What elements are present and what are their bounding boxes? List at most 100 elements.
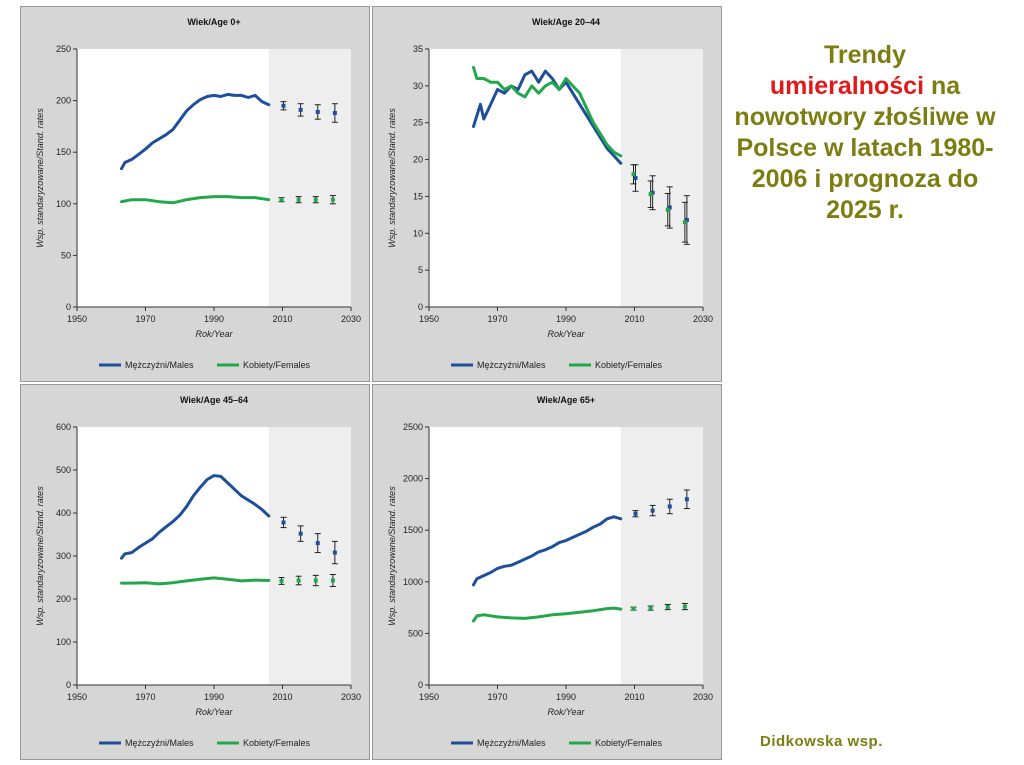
forecast-point xyxy=(281,103,286,108)
slide-headline: Trendy umieralności na nowotwory złośliw… xyxy=(730,40,1000,226)
chart-panel-age-45-64: Wiek/Age 45–64 0 100 200 300 400 500 600 1950 197… xyxy=(20,384,370,760)
y-tick-label: 500 xyxy=(56,465,71,475)
forecast-point xyxy=(665,207,670,212)
x-tick-label: 1950 xyxy=(419,692,439,702)
chart-title: Wiek/Age 45–64 xyxy=(180,395,248,405)
legend-label-males: Mężczyźni/Males xyxy=(125,738,194,748)
chart-panel-age-65-plus: Wiek/Age 65+ 0 500 1000 1500 2000 2500 1950 1970… xyxy=(372,384,722,760)
y-tick-label: 400 xyxy=(56,508,71,518)
chart-title: Wiek/Age 20–44 xyxy=(532,17,600,27)
legend-label-females: Kobiety/Females xyxy=(595,360,663,370)
x-tick-label: 1950 xyxy=(419,314,439,324)
y-tick-label: 1500 xyxy=(403,525,423,535)
forecast-point xyxy=(648,606,653,611)
chart-title: Wiek/Age 0+ xyxy=(187,17,240,27)
forecast-point xyxy=(315,541,320,546)
forecast-region xyxy=(268,427,351,685)
series-line xyxy=(120,92,271,171)
x-axis-label: Rok/Year xyxy=(547,707,585,717)
forecast-point xyxy=(633,511,638,516)
forecast-point xyxy=(298,107,303,112)
x-tick-label: 2010 xyxy=(272,314,292,324)
forecast-point xyxy=(684,218,689,223)
y-tick-label: 200 xyxy=(56,96,71,106)
legend-label-males: Mężczyźni/Males xyxy=(477,360,546,370)
series-line xyxy=(472,606,623,623)
y-tick-label: 2000 xyxy=(403,474,423,484)
y-axis-label: Wsp. standaryzowane/Stand. rates xyxy=(387,108,397,248)
forecast-point xyxy=(298,531,303,536)
x-tick-label: 1970 xyxy=(135,314,155,324)
y-tick-label: 35 xyxy=(413,44,423,54)
x-tick-label: 1990 xyxy=(204,692,224,702)
x-axis-label: Rok/Year xyxy=(195,707,233,717)
y-tick-label: 250 xyxy=(56,44,71,54)
y-axis-label: Wsp. standaryzowane/Stand. rates xyxy=(35,108,45,248)
headline-part1: Trendy xyxy=(824,41,906,69)
forecast-point xyxy=(313,578,318,583)
headline-part2: na nowotwory złośliwe w Polsce w latach … xyxy=(734,72,996,224)
forecast-region xyxy=(620,427,703,685)
x-tick-label: 1950 xyxy=(67,692,87,702)
x-tick-label: 2010 xyxy=(272,692,292,702)
forecast-point xyxy=(682,220,687,225)
y-tick-label: 100 xyxy=(56,637,71,647)
forecast-point xyxy=(332,110,337,115)
y-tick-label: 20 xyxy=(413,155,423,165)
legend-label-females: Kobiety/Females xyxy=(243,360,311,370)
forecast-point xyxy=(682,604,687,609)
forecast-point xyxy=(633,176,638,180)
headline-highlight: umieralności xyxy=(769,72,925,100)
x-tick-label: 1990 xyxy=(556,314,576,324)
forecast-point xyxy=(296,197,301,202)
forecast-point xyxy=(313,197,318,202)
x-tick-label: 1970 xyxy=(487,692,507,702)
x-tick-label: 2030 xyxy=(693,314,713,324)
y-tick-label: 0 xyxy=(66,302,71,312)
forecast-point xyxy=(330,578,335,583)
y-tick-label: 500 xyxy=(408,628,423,638)
forecast-point xyxy=(631,606,636,611)
x-tick-label: 2030 xyxy=(693,692,713,702)
y-tick-label: 0 xyxy=(418,680,423,690)
forecast-point xyxy=(315,109,320,114)
chart-title: Wiek/Age 65+ xyxy=(537,395,595,405)
x-axis-label: Rok/Year xyxy=(195,329,233,339)
forecast-point xyxy=(667,205,672,210)
forecast-point xyxy=(279,578,284,583)
forecast-point xyxy=(281,520,286,525)
y-axis-label: Wsp. standaryzowane/Stand. rates xyxy=(387,486,397,626)
legend-label-males: Mężczyźni/Males xyxy=(125,360,194,370)
chart-svg: Wiek/Age 0+ 0 50 100 150 200 250 1950 1970 1990 20… xyxy=(35,17,361,370)
y-tick-label: 2500 xyxy=(403,422,423,432)
chart-svg: Wiek/Age 65+ 0 500 1000 1500 2000 2500 1950 1970… xyxy=(387,395,713,748)
y-tick-label: 50 xyxy=(61,250,71,260)
legend-label-females: Kobiety/Females xyxy=(243,738,311,748)
y-tick-label: 0 xyxy=(66,680,71,690)
series-line xyxy=(120,195,271,205)
x-tick-label: 1950 xyxy=(67,314,87,324)
x-tick-label: 1970 xyxy=(135,692,155,702)
forecast-point xyxy=(665,605,670,610)
series-line xyxy=(120,576,271,586)
y-tick-label: 100 xyxy=(56,199,71,209)
x-tick-label: 1990 xyxy=(556,692,576,702)
y-tick-label: 600 xyxy=(56,422,71,432)
forecast-point xyxy=(650,508,655,513)
forecast-point xyxy=(684,497,689,502)
forecast-point xyxy=(279,197,284,202)
y-tick-label: 200 xyxy=(56,594,71,604)
forecast-point xyxy=(332,550,337,555)
x-tick-label: 2030 xyxy=(341,692,361,702)
y-tick-label: 1000 xyxy=(403,577,423,587)
x-tick-label: 1990 xyxy=(204,314,224,324)
forecast-point xyxy=(631,172,636,177)
series-line xyxy=(472,65,623,158)
y-tick-label: 15 xyxy=(413,191,423,201)
chart-svg: Wiek/Age 20–44 0 5 10 15 20 25 30 35 1950 1970 1990… xyxy=(387,17,713,370)
series-line xyxy=(472,515,623,587)
chart-svg: Wiek/Age 45–64 0 100 200 300 400 500 600 1950 197… xyxy=(35,395,361,748)
chart-panel-age-0-plus: Wiek/Age 0+ 0 50 100 150 200 250 1950 1970 1990 20… xyxy=(20,6,370,382)
forecast-region xyxy=(268,49,351,307)
x-tick-label: 2010 xyxy=(624,692,644,702)
